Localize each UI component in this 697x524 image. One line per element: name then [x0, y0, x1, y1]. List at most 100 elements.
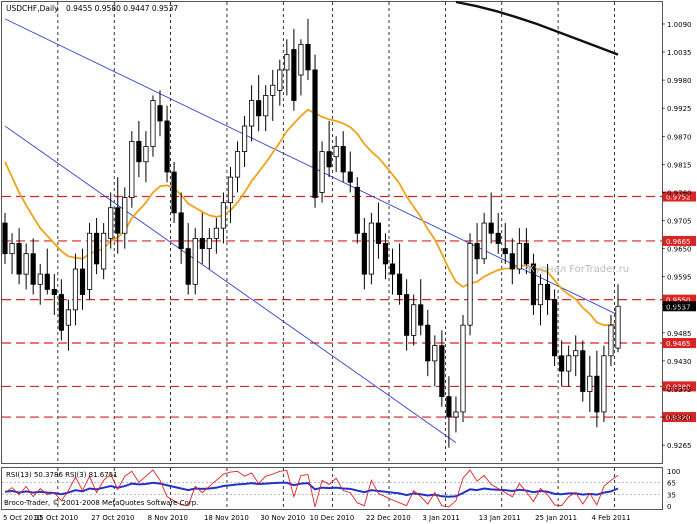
candle-body — [495, 232, 501, 244]
candle-body — [108, 207, 114, 239]
ema-line — [4, 108, 619, 327]
y-tick-label: 0.9265 — [667, 442, 692, 450]
candle-body — [537, 283, 544, 306]
candle-body — [347, 171, 353, 183]
candle-body — [2, 222, 8, 255]
candle-body — [185, 248, 191, 285]
x-tick-label: 27 Oct 2010 — [91, 514, 134, 522]
copyright-label: Broco-Trader, © 2001-2008 MetaQuotes Sof… — [4, 499, 198, 507]
rsi-layer: 100 65 35 0 — [2, 468, 680, 511]
x-tick-label: 13 Jan 2011 — [479, 514, 521, 522]
candle-body — [122, 197, 128, 234]
candle-body — [425, 324, 431, 362]
candle-body — [580, 350, 586, 392]
x-tick-label: 25 Jan 2011 — [535, 514, 577, 522]
candle-body — [530, 263, 537, 306]
candle-body — [298, 43, 304, 76]
candle-body — [58, 294, 64, 331]
ohlc-label: 0.9455 0.9580 0.9447 0.9537 — [66, 4, 178, 13]
y-tick-label: 0.9870 — [667, 133, 692, 141]
candle-body — [9, 243, 15, 255]
candle-body — [460, 324, 466, 413]
level-label-bg — [663, 235, 696, 246]
level-label-bg — [663, 191, 696, 202]
channel-upper-line — [4, 18, 619, 316]
candle-body — [234, 151, 241, 178]
candle-body — [101, 232, 107, 270]
candle-body — [79, 268, 86, 295]
channel-lower-line — [4, 125, 457, 443]
candle-body — [354, 186, 360, 234]
y-tick-label: 0.9540 — [667, 302, 692, 310]
candle-body — [326, 151, 332, 168]
current-price-bg — [663, 301, 696, 312]
candle-body — [129, 140, 135, 198]
candle-body — [488, 222, 494, 234]
candle-body — [72, 268, 79, 311]
level-label-bg — [663, 338, 696, 349]
candle-body — [65, 309, 71, 326]
candle-body — [136, 140, 142, 163]
candle-body — [284, 54, 290, 71]
y-tick-label: 0.9760 — [667, 189, 692, 197]
level-label-bg — [663, 412, 696, 423]
candle-body — [559, 355, 565, 372]
rsi-tick-label: 100 — [667, 468, 680, 476]
y-tick-label: 0.9980 — [667, 77, 692, 85]
candle-body — [227, 176, 234, 204]
candle-body — [594, 375, 600, 413]
candle-body — [516, 243, 522, 270]
x-tick-label: 30 Nov 2010 — [260, 514, 305, 522]
candle-body — [474, 243, 480, 260]
candle-body — [241, 125, 248, 152]
axis-layer: 1.0090 1.0035 0.9980 0.9925 0.9870 0.9815 0.97… — [3, 21, 692, 522]
candle-body — [615, 305, 621, 349]
level-label-bg — [663, 294, 696, 305]
y-tick-label: 0.9595 — [667, 274, 692, 282]
candle-body — [396, 273, 403, 295]
y-tick-label: 0.9705 — [667, 218, 692, 226]
candle-body — [312, 69, 318, 198]
candle-body — [573, 350, 579, 357]
candle-body — [509, 253, 515, 270]
candle-body — [199, 237, 205, 249]
candle-body — [333, 146, 339, 158]
x-tick-label: 15 Oct 2010 — [35, 514, 78, 522]
candle-body — [213, 227, 219, 239]
candle-body — [192, 237, 198, 285]
candle-body — [305, 43, 311, 71]
candle-body — [375, 222, 382, 244]
candle-body — [51, 289, 57, 295]
y-tick-label: 1.0090 — [667, 21, 692, 29]
x-tick-label: 5 Oct 2010 — [3, 514, 42, 522]
rsi-panel-frame — [1, 467, 663, 510]
x-tick-label: 3 Jan 2011 — [422, 514, 460, 522]
candle-body — [277, 69, 283, 91]
y-tick-label: 0.9430 — [667, 358, 692, 366]
y-tick-label: 0.9375 — [667, 386, 692, 394]
candle-body — [115, 207, 121, 234]
rsi-tick-label: 65 — [667, 479, 676, 487]
x-tick-label: 22 Dec 2010 — [366, 514, 411, 522]
candle-body — [171, 171, 177, 214]
y-tick-label: 1.0035 — [667, 49, 692, 57]
x-tick-label: 18 Nov 2010 — [204, 514, 249, 522]
rsi3-line — [4, 469, 619, 508]
x-tick-label: 10 Dec 2010 — [310, 514, 355, 522]
level-label: 0.9550 — [666, 297, 691, 305]
candle-body — [453, 411, 459, 418]
candle-body — [368, 222, 374, 275]
candle-body — [340, 146, 346, 173]
candle-body — [382, 243, 389, 265]
level-label: 0.9752 — [666, 194, 691, 202]
candle-body — [601, 355, 607, 413]
candle-body — [23, 253, 29, 275]
candle-body — [256, 100, 262, 117]
candle-body — [157, 105, 163, 122]
level-label: 0.9320 — [666, 414, 691, 422]
candle-body — [361, 232, 367, 275]
candle-body — [552, 299, 558, 357]
x-tick-label: 8 Nov 2010 — [148, 514, 188, 522]
level-label: 0.9380 — [666, 383, 691, 391]
